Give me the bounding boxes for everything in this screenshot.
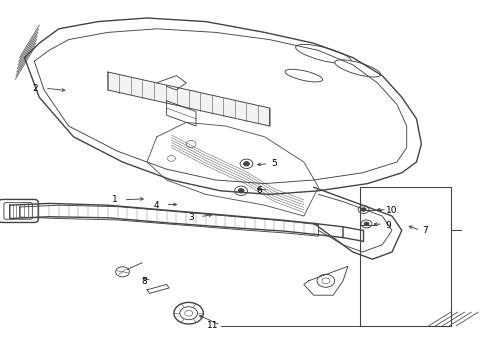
Circle shape [361,208,366,211]
Text: 10: 10 [386,206,398,215]
Text: 5: 5 [271,159,277,168]
Text: 11: 11 [207,321,219,330]
Text: 8: 8 [142,277,147,286]
Text: 9: 9 [385,220,391,230]
FancyBboxPatch shape [4,203,32,219]
FancyBboxPatch shape [0,199,38,222]
Text: 3: 3 [188,213,194,222]
Circle shape [238,189,244,193]
Text: 1: 1 [112,195,118,204]
Bar [360,187,451,326]
Text: 4: 4 [154,201,160,210]
Text: 2: 2 [32,84,38,93]
Circle shape [364,222,369,226]
Ellipse shape [295,44,351,64]
Ellipse shape [285,69,322,82]
Text: 6: 6 [257,186,263,195]
Circle shape [244,162,249,166]
Polygon shape [108,72,270,126]
Text: 7: 7 [422,226,428,235]
Ellipse shape [335,60,381,77]
